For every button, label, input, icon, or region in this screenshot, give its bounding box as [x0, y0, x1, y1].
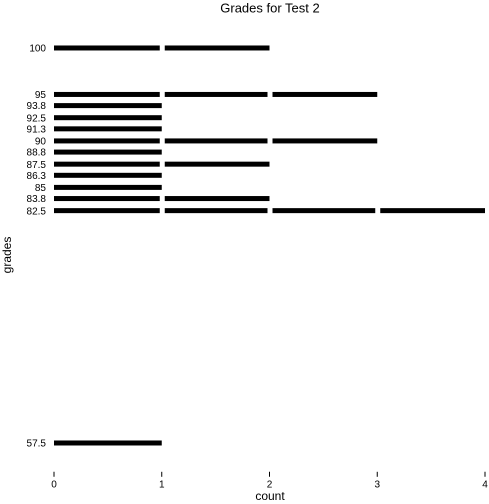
bar-segment [54, 208, 160, 214]
bar-segment [164, 161, 270, 167]
bar-segment [54, 440, 162, 446]
bar-segment [380, 208, 485, 214]
y-tick-label: 83.8 [27, 194, 47, 205]
x-axis-label: count [255, 489, 285, 503]
bar [54, 149, 162, 155]
bar-segment [272, 138, 378, 144]
bar-segment [164, 196, 270, 202]
y-tick-label: 92.5 [27, 113, 47, 124]
y-tick-label: 86.3 [27, 171, 47, 182]
bar-segment [54, 172, 162, 178]
bar [54, 208, 485, 214]
bar-segment [54, 45, 160, 51]
bar-segment [164, 138, 268, 144]
x-tick-label: 4 [482, 479, 488, 490]
bar-segment [54, 149, 162, 155]
bar-segment [54, 126, 162, 132]
bar-segment [164, 45, 270, 51]
bar-segment [164, 91, 268, 97]
bar-segment [54, 115, 162, 121]
y-tick-label: 93.8 [27, 101, 47, 112]
bar-segment [54, 91, 160, 97]
bar-segment [164, 208, 268, 214]
bar-segment [54, 103, 162, 109]
y-tick-label: 90 [35, 137, 47, 148]
bar [54, 115, 162, 121]
y-tick-label: 85 [35, 183, 47, 194]
bar [54, 126, 162, 132]
chart-title: Grades for Test 2 [220, 0, 319, 15]
bar [54, 103, 162, 109]
bar [54, 196, 270, 202]
x-tick-label: 0 [51, 479, 57, 490]
bar-segment [54, 161, 160, 167]
y-axis-label: grades [0, 237, 14, 274]
y-tick-label: 95 [35, 90, 47, 101]
bar-segment [272, 91, 378, 97]
y-tick-label: 91.3 [27, 124, 47, 135]
bar [54, 91, 378, 97]
y-tick-label: 100 [29, 44, 46, 55]
bar [54, 440, 162, 446]
bar-segment [54, 184, 162, 190]
bar-segment [54, 196, 160, 202]
x-tick-label: 3 [374, 479, 380, 490]
x-tick-label: 2 [267, 479, 273, 490]
y-tick-label: 57.5 [27, 439, 47, 450]
y-tick-label: 82.5 [27, 206, 47, 217]
y-tick-label: 88.8 [27, 148, 47, 159]
bar [54, 184, 162, 190]
bar [54, 161, 270, 167]
bar [54, 138, 378, 144]
bar [54, 172, 162, 178]
x-tick-label: 1 [159, 479, 165, 490]
bar-segment [272, 208, 376, 214]
bar-segment [54, 138, 160, 144]
bar [54, 45, 270, 51]
y-tick-label: 87.5 [27, 160, 47, 171]
